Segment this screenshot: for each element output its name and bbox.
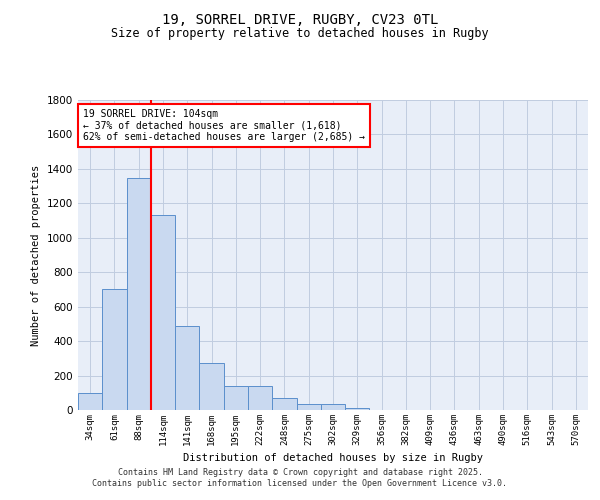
Text: 19, SORREL DRIVE, RUGBY, CV23 0TL: 19, SORREL DRIVE, RUGBY, CV23 0TL: [162, 12, 438, 26]
Bar: [296, 404, 321, 410]
X-axis label: Distribution of detached houses by size in Rugby: Distribution of detached houses by size …: [183, 454, 483, 464]
Bar: [102, 290, 127, 410]
Text: 19 SORREL DRIVE: 104sqm
← 37% of detached houses are smaller (1,618)
62% of semi: 19 SORREL DRIVE: 104sqm ← 37% of detache…: [83, 110, 365, 142]
Bar: [78, 393, 102, 410]
Y-axis label: Number of detached properties: Number of detached properties: [31, 164, 41, 346]
Text: Contains HM Land Registry data © Crown copyright and database right 2025.
Contai: Contains HM Land Registry data © Crown c…: [92, 468, 508, 487]
Bar: [127, 178, 151, 410]
Bar: [151, 216, 175, 410]
Text: Size of property relative to detached houses in Rugby: Size of property relative to detached ho…: [111, 28, 489, 40]
Bar: [224, 386, 248, 410]
Bar: [321, 404, 345, 410]
Bar: [199, 362, 224, 410]
Bar: [248, 386, 272, 410]
Bar: [175, 326, 199, 410]
Bar: [345, 408, 370, 410]
Bar: [272, 398, 296, 410]
